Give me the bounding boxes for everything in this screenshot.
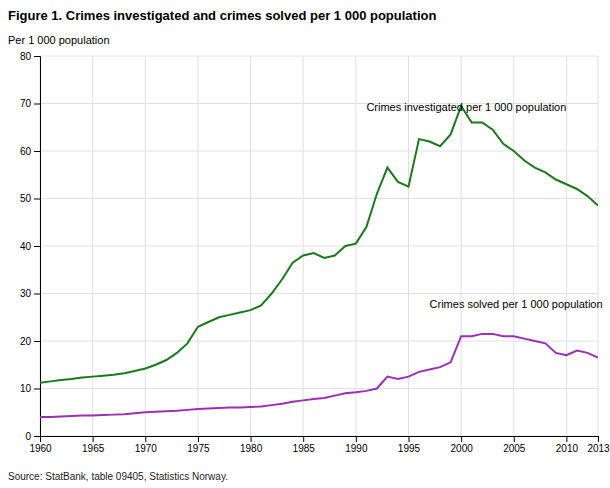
- y-axis-line: [34, 57, 41, 437]
- x-tick-label: 2005: [503, 443, 526, 454]
- x-tick-mark: [598, 436, 599, 442]
- x-tick-mark: [356, 436, 357, 442]
- x-tick-label: 1995: [398, 443, 421, 454]
- x-tick-mark: [566, 436, 567, 442]
- x-tick: 2013: [587, 436, 610, 454]
- x-tick-label: 1970: [135, 443, 158, 454]
- y-grid-line: [40, 198, 598, 199]
- x-tick-mark: [198, 436, 199, 442]
- x-tick: 1985: [293, 436, 316, 454]
- annotation: Crimes investigated per 1 000 population: [366, 101, 566, 113]
- x-tick-mark: [461, 436, 462, 442]
- y-grid-line: [40, 341, 598, 342]
- x-tick-mark: [251, 436, 252, 442]
- x-tick-label: 1975: [187, 443, 210, 454]
- x-tick: 2000: [451, 436, 474, 454]
- y-tick-mark: [34, 294, 40, 295]
- y-tick: 10: [20, 383, 40, 394]
- x-tick: 1980: [240, 436, 263, 454]
- y-tick-label: 0: [25, 431, 31, 442]
- x-tick-label: 1965: [82, 443, 105, 454]
- x-tick: 1975: [187, 436, 210, 454]
- y-tick-label: 70: [20, 98, 32, 109]
- grid: [40, 56, 598, 436]
- series-line: [40, 334, 598, 417]
- x-tick: 1970: [135, 436, 158, 454]
- y-grid-line: [40, 388, 598, 389]
- y-axis: 0 10 20 30 40 50 60 70 80: [20, 51, 41, 442]
- x-tick: 1990: [345, 436, 368, 454]
- chart: 1960196519701975198019851990199520002005…: [0, 0, 610, 488]
- x-tick: 1995: [398, 436, 421, 454]
- x-tick-label: 2000: [451, 443, 474, 454]
- x-tick-label: 1990: [345, 443, 368, 454]
- y-tick-mark: [34, 246, 40, 247]
- y-tick-label: 10: [20, 383, 32, 394]
- source-note: Source: StatBank, table 09405, Statistic…: [8, 471, 228, 482]
- series-line: [40, 106, 598, 383]
- y-tick: 70: [20, 98, 40, 109]
- y-tick: 50: [20, 193, 40, 204]
- x-axis-line: [41, 437, 599, 443]
- y-tick-mark: [34, 199, 40, 200]
- x-tick-mark: [408, 436, 409, 442]
- y-tick: 40: [20, 241, 40, 252]
- x-tick: 2005: [503, 436, 526, 454]
- x-tick-label: 2013: [587, 443, 610, 454]
- y-tick: 80: [20, 51, 40, 62]
- x-tick-label: 1985: [293, 443, 316, 454]
- y-tick-mark: [34, 104, 40, 105]
- x-tick-mark: [93, 436, 94, 442]
- y-tick-mark: [34, 389, 40, 390]
- plot-area: 1960196519701975198019851990199520002005…: [20, 51, 610, 454]
- x-tick-label: 2010: [556, 443, 579, 454]
- y-tick: 20: [20, 336, 40, 347]
- y-tick-mark: [34, 56, 40, 57]
- y-grid-line: [40, 246, 598, 247]
- x-tick-label: 1980: [240, 443, 263, 454]
- y-tick-label: 20: [20, 336, 32, 347]
- y-tick-label: 30: [20, 288, 32, 299]
- x-tick-mark: [145, 436, 146, 442]
- y-tick: 0: [25, 431, 40, 442]
- y-tick-label: 60: [20, 146, 32, 157]
- y-axis-title: Per 1 000 population: [8, 34, 110, 46]
- y-tick-label: 50: [20, 193, 32, 204]
- lines: [40, 106, 598, 417]
- x-tick: 2010: [556, 436, 579, 454]
- x-axis: 1960 1965 1970 1975 1980 1985 1990 1995 2000 2005…: [29, 436, 610, 454]
- x-tick-mark: [303, 436, 304, 442]
- y-tick-mark: [34, 436, 40, 437]
- x-tick: 1960: [29, 436, 52, 454]
- x-tick: 1965: [82, 436, 105, 454]
- y-tick-label: 40: [20, 241, 32, 252]
- y-tick: 30: [20, 288, 40, 299]
- y-tick-label: 80: [20, 51, 32, 62]
- x-tick-mark: [514, 436, 515, 442]
- y-tick-mark: [34, 341, 40, 342]
- x-tick-label: 1960: [29, 443, 52, 454]
- y-tick-mark: [34, 151, 40, 152]
- y-tick: 60: [20, 146, 40, 157]
- y-grid-line: [40, 293, 598, 294]
- title: Figure 1. Crimes investigated and crimes…: [8, 8, 436, 23]
- y-grid-line: [40, 56, 598, 57]
- annotation: Crimes solved per 1 000 population: [430, 298, 603, 310]
